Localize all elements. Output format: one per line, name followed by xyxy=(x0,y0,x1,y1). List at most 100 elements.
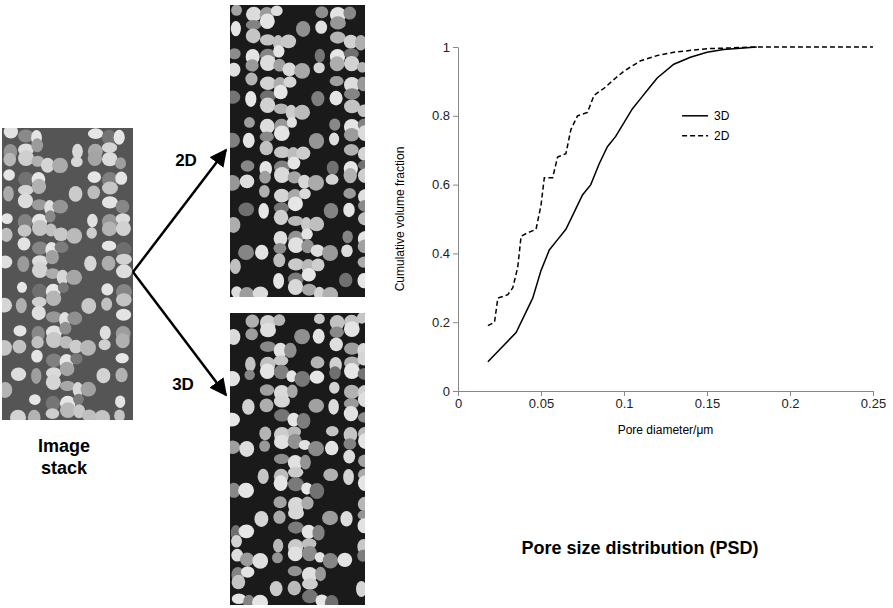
axis-line xyxy=(459,391,874,392)
image-blob xyxy=(356,581,365,597)
image-content xyxy=(230,313,365,605)
image-blob xyxy=(230,217,240,233)
image-blob xyxy=(252,553,268,569)
image-blob xyxy=(358,125,365,141)
image-blob xyxy=(296,147,310,160)
image-blob xyxy=(330,16,346,29)
image-blob xyxy=(246,7,262,22)
tick-mark xyxy=(453,116,458,117)
image-blob xyxy=(246,20,261,30)
image-blob xyxy=(239,441,254,457)
image-blob xyxy=(81,382,96,397)
image-blob xyxy=(230,329,240,345)
image-blob xyxy=(260,364,275,380)
legend-label: 3D xyxy=(714,109,730,123)
image-blob xyxy=(230,48,241,59)
image-blob xyxy=(326,174,339,185)
image-blob xyxy=(344,363,360,379)
image-blob xyxy=(230,441,240,454)
image-blob xyxy=(273,253,285,267)
image-blob xyxy=(28,410,41,420)
image-blob xyxy=(288,522,304,534)
image-blob xyxy=(259,171,271,184)
image-blob xyxy=(29,394,41,405)
image-blob xyxy=(17,237,30,250)
image-label: Imagestack xyxy=(38,436,90,478)
image-blob xyxy=(288,566,302,576)
image-blob xyxy=(260,77,276,90)
image-blob xyxy=(231,535,242,548)
image-blob xyxy=(66,270,82,285)
image-blob xyxy=(294,63,310,79)
image-blob xyxy=(254,511,268,527)
image-blob xyxy=(300,455,311,470)
image-blob xyxy=(358,433,365,449)
image-blob xyxy=(230,413,240,427)
micrograph xyxy=(0,125,133,426)
image-blob xyxy=(330,56,345,71)
image-blob xyxy=(11,368,26,381)
image-blob xyxy=(343,450,355,464)
image-blob xyxy=(299,188,311,199)
image-blob xyxy=(259,440,270,452)
image-blob xyxy=(86,227,96,238)
image-blob xyxy=(287,117,297,128)
image-blob xyxy=(322,245,338,261)
image-blob xyxy=(271,6,283,16)
image-blob xyxy=(54,228,69,242)
image-blob xyxy=(243,133,255,148)
image-content xyxy=(2,128,132,420)
image-blob xyxy=(18,193,33,208)
image-blob xyxy=(245,73,257,86)
image-blob xyxy=(232,575,246,589)
tick-label: 0.2 xyxy=(781,396,799,411)
image-blob xyxy=(274,189,290,203)
image-blob xyxy=(241,160,255,172)
image-blob xyxy=(244,370,255,380)
image-blob xyxy=(344,406,358,421)
image-blob xyxy=(343,438,356,450)
image-blob xyxy=(329,366,340,379)
image-blob xyxy=(302,268,316,281)
image-blob xyxy=(325,595,338,605)
image-blob xyxy=(330,76,344,86)
tick: 0.1 xyxy=(615,391,633,411)
image-blob xyxy=(94,410,110,420)
image-blob xyxy=(2,213,13,224)
image-blob xyxy=(102,182,118,195)
image-blob xyxy=(240,175,254,189)
legend-swatch xyxy=(682,135,708,137)
image-blob xyxy=(73,394,84,405)
tick-mark xyxy=(453,322,458,323)
image-blob xyxy=(242,399,255,415)
image-blob xyxy=(80,340,96,356)
image-blob xyxy=(84,256,96,271)
image-blob xyxy=(46,408,60,419)
image-blob xyxy=(102,142,117,153)
image-blob xyxy=(355,35,365,51)
image-blob xyxy=(343,188,355,199)
image-blob xyxy=(71,156,83,166)
image-blob xyxy=(87,186,100,200)
image-blob xyxy=(358,212,365,225)
image-blob xyxy=(18,150,34,166)
tick: 0.05 xyxy=(529,391,554,411)
image-blob xyxy=(239,525,254,539)
image-blob xyxy=(31,350,42,363)
plot-area xyxy=(488,47,873,362)
image-blob xyxy=(270,581,283,596)
image-blob xyxy=(274,454,289,464)
image-blob xyxy=(116,254,132,265)
image-blob xyxy=(308,441,324,456)
image-blob xyxy=(273,539,283,553)
image-blob xyxy=(46,354,62,368)
tick-mark xyxy=(453,185,458,186)
image-blob xyxy=(10,410,26,420)
image-blob xyxy=(52,158,68,173)
image-blob xyxy=(231,5,242,16)
image-blob xyxy=(31,368,41,384)
image-blob xyxy=(260,323,276,337)
image-blob xyxy=(283,76,296,87)
image-blob xyxy=(114,409,125,420)
image-blob xyxy=(114,130,125,145)
